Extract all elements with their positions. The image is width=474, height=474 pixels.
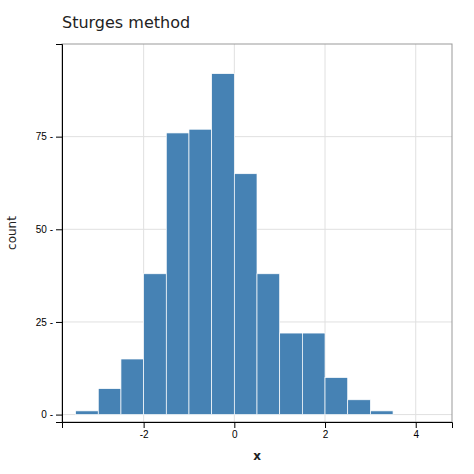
bar [325,378,348,415]
x-tick: 4 [413,422,419,440]
bars [76,74,393,415]
bar [234,174,257,415]
bar [280,333,303,415]
y-axis-label: count [5,216,19,250]
title: Sturges method [62,13,190,32]
grid-line [415,44,416,422]
tick-label: 50 - [36,224,53,235]
tick-mark [56,415,62,416]
x-tick: 2 [323,422,329,440]
bar [393,414,416,415]
tick-mark [56,322,62,323]
y-tick: 0 - [41,409,62,420]
bar [98,389,121,415]
tick-label: 0 [232,429,238,440]
tick-label: 4 [413,429,419,440]
bar [348,400,371,415]
x-axis-label: x [253,449,261,463]
y-axis: 0 - 25 - 50 - 75 - [36,45,63,423]
y-tick: 50 - [36,224,62,235]
tick-label: -2 [140,429,149,440]
tick-mark [144,422,145,428]
tick-mark [56,229,62,230]
x-tick: -2 [140,422,149,440]
x-tick: 0 [232,422,238,440]
bar [76,411,99,415]
grid-line [62,136,452,137]
bar [257,274,280,415]
tick-label: 25 - [36,317,53,328]
plot-frame [62,44,452,422]
bar [370,411,393,415]
y-tick: 25 - [36,317,62,328]
plot: -2 0 2 4 0 - 25 - 50 - 75 - [36,44,453,440]
axis-line [63,423,453,429]
bar [166,133,189,415]
axis-line [56,45,63,423]
tick-label: 0 - [41,409,53,420]
grid [62,44,452,422]
tick-mark [234,422,235,428]
chart: -2 0 2 4 0 - 25 - 50 - 75 - Sturges method x count [0,0,474,474]
bar [302,333,325,415]
x-axis: -2 0 2 4 [63,422,453,440]
tick-mark [325,422,326,428]
tick-label: 2 [323,429,329,440]
tick-mark [56,137,62,138]
bar [189,129,212,414]
tick-mark [416,422,417,428]
bar [144,274,167,415]
bar [212,74,235,415]
y-tick: 75 - [36,131,62,142]
tick-label: 75 - [36,131,53,142]
bar [121,359,144,415]
